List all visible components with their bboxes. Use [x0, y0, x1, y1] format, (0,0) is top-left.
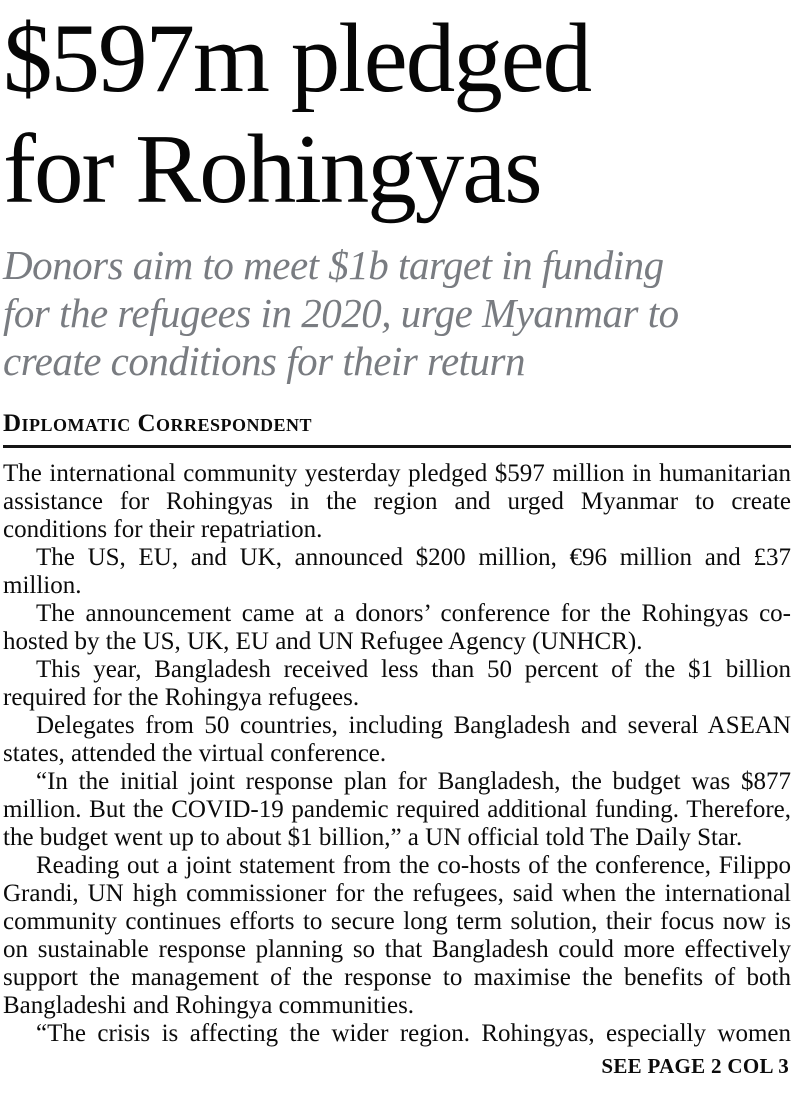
subheadline-line-3: create conditions for their return [3, 337, 526, 384]
article-headline: $597m pledged for Rohingyas [3, 4, 791, 226]
byline-divider [3, 444, 791, 448]
article-paragraph: Delegates from 50 countries, including B… [3, 711, 791, 767]
article-paragraph: This year, Bangladesh received less than… [3, 655, 791, 711]
article-paragraph: The international community yesterday pl… [3, 459, 791, 543]
article-paragraph-continued: “The crisis is affecting the wider regio… [36, 1019, 791, 1047]
article-byline: Diplomatic Correspondent [3, 409, 313, 437]
headline-line-2: for Rohingyas [3, 114, 543, 224]
continuation-note: SEE PAGE 2 COL 3 [601, 1053, 789, 1078]
article-paragraph: The US, EU, and UK, announced $200 milli… [3, 543, 791, 599]
headline-line-1: $597m pledged [3, 4, 592, 113]
article-paragraph: The announcement came at a donors’ confe… [3, 599, 791, 655]
subheadline-line-2: for the refugees in 2020, urge Myanmar t… [3, 289, 679, 336]
article-paragraph: Reading out a joint statement from the c… [3, 851, 791, 1019]
subheadline-line-1: Donors aim to meet $1b target in funding [3, 241, 664, 288]
article-subheadline: Donors aim to meet $1b target in funding… [3, 242, 791, 386]
article-paragraph: “In the initial joint response plan for … [3, 767, 791, 851]
article-body: The international community yesterday pl… [3, 460, 791, 1048]
